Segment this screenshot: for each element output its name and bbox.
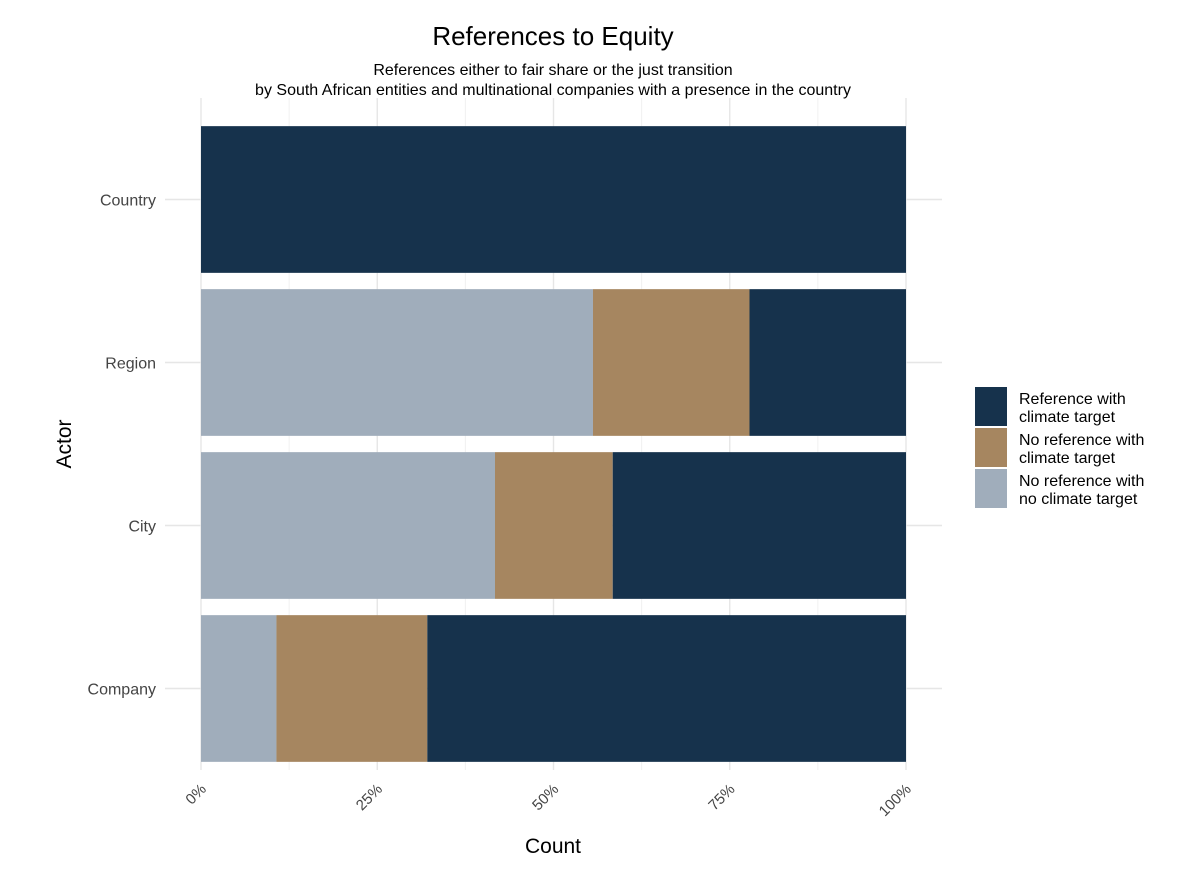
x-tick-3: 75%	[705, 781, 738, 814]
legend-swatch-0	[975, 387, 1007, 426]
legend-label-2-line-0: No reference with	[1019, 473, 1144, 490]
bar-region-series-0	[201, 289, 593, 436]
x-tick-2: 50%	[529, 781, 562, 814]
legend-swatch-2	[975, 469, 1007, 508]
y-axis-ticks: Country Region City Company	[88, 193, 156, 699]
bar-city-series-2	[612, 452, 906, 599]
bar-country-series-2	[201, 126, 906, 273]
bar-company-series-2	[427, 615, 906, 762]
y-tick-company: Company	[88, 682, 156, 699]
legend-label-0-line-0: Reference with	[1019, 391, 1126, 408]
bar-company-series-1	[276, 615, 428, 762]
y-tick-city: City	[128, 519, 156, 536]
chart-title: References to Equity	[432, 21, 673, 51]
bar-company-series-0	[201, 615, 277, 762]
bar-city-series-1	[494, 452, 613, 599]
x-tick-0: 0%	[182, 781, 209, 808]
legend-label-2-line-1: no climate target	[1019, 491, 1138, 508]
y-axis-title: Actor	[53, 419, 76, 468]
y-tick-region: Region	[105, 356, 156, 373]
legend-label-0-line-1: climate target	[1019, 409, 1116, 426]
bar-city-series-0	[201, 452, 495, 599]
x-tick-1: 25%	[353, 781, 386, 814]
chart-subtitle-line-1: References either to fair share or the j…	[373, 62, 732, 79]
legend-label-1-line-1: climate target	[1019, 450, 1116, 467]
x-tick-4: 100%	[876, 781, 915, 820]
legend-swatch-1	[975, 428, 1007, 467]
chart-subtitle-line-2: by South African entities and multinatio…	[255, 82, 851, 99]
x-axis-ticks: 0% 25% 50% 75% 100%	[182, 781, 914, 820]
legend-label-1-line-0: No reference with	[1019, 432, 1144, 449]
y-tick-country: Country	[100, 193, 156, 210]
bar-region-series-1	[592, 289, 750, 436]
bars	[201, 126, 906, 762]
x-axis-title: Count	[525, 835, 581, 858]
bar-region-series-2	[749, 289, 906, 436]
